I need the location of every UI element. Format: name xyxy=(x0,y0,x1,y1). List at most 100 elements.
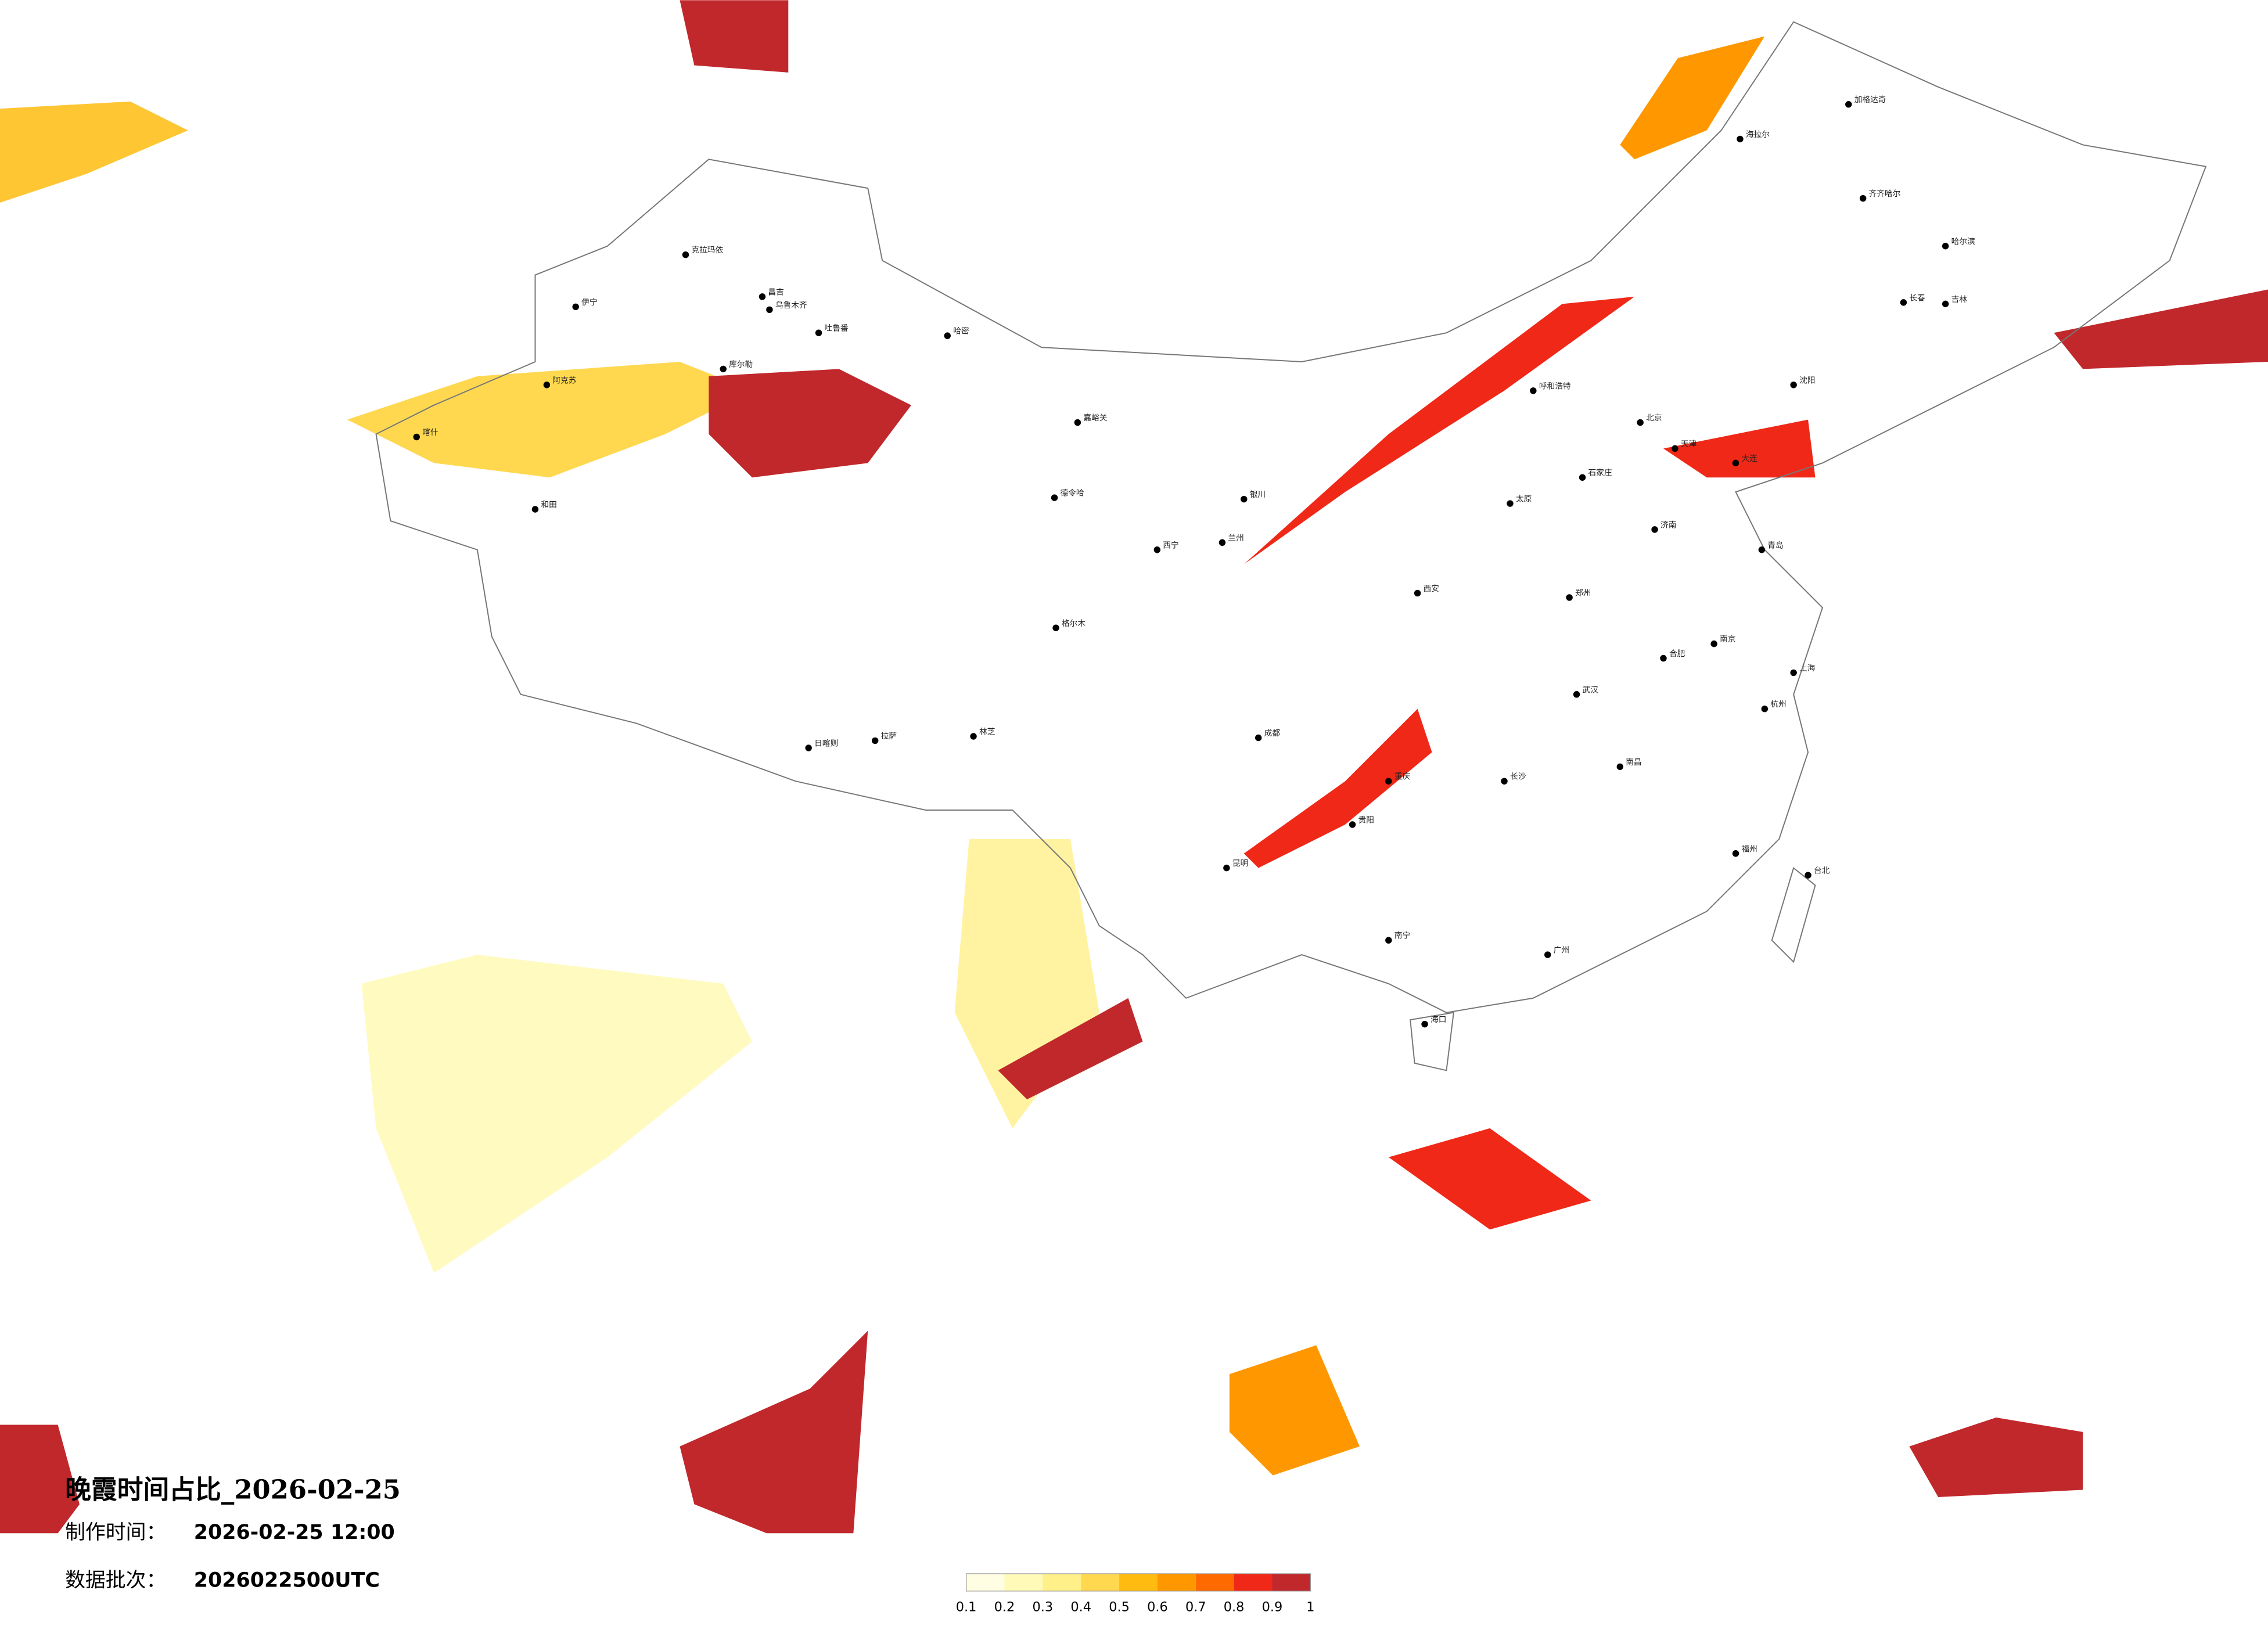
city-label: 北京 xyxy=(1646,413,1662,423)
city-label: 长沙 xyxy=(1510,772,1526,782)
city-label: 哈尔滨 xyxy=(1951,237,1975,246)
city-dot xyxy=(1579,474,1586,481)
city-dot xyxy=(1790,669,1797,677)
city-dot xyxy=(682,251,689,258)
city-dot xyxy=(871,737,879,744)
city-label: 合肥 xyxy=(1669,649,1685,659)
city-dot xyxy=(1732,459,1739,467)
city-label: 喀什 xyxy=(422,428,438,437)
colorbar-tick-label: 0.2 xyxy=(994,1600,1015,1615)
city-label: 海拉尔 xyxy=(1746,130,1770,139)
colorbar-tick-label: 1 xyxy=(1306,1600,1314,1615)
city-dot xyxy=(1573,691,1580,698)
colorbar-tick-label: 0.4 xyxy=(1070,1600,1091,1615)
city-dot xyxy=(815,329,822,336)
city-label: 加格达奇 xyxy=(1854,95,1886,105)
city-dot xyxy=(1052,624,1059,631)
city-label: 西宁 xyxy=(1163,540,1178,550)
city-label: 杭州 xyxy=(1770,700,1786,709)
city-dot xyxy=(1732,850,1739,857)
city-dot xyxy=(759,293,766,300)
colorbar-swatch xyxy=(1081,1573,1120,1591)
info-value: 2026-02-25 12:00 xyxy=(194,1521,395,1544)
city-dot xyxy=(1942,300,1949,308)
colorbar: 0.1 0.2 0.3 0.4 0.5 0.6 0.7 0.8 0.9 1 xyxy=(956,1573,1314,1615)
city-dot xyxy=(1637,419,1644,426)
city-label: 西安 xyxy=(1424,584,1439,593)
colorbar-tick-label: 0.7 xyxy=(1185,1600,1206,1615)
city-label: 阿克苏 xyxy=(552,376,576,385)
city-dot xyxy=(1153,546,1161,553)
city-label: 伊宁 xyxy=(581,297,597,307)
colorbar-swatch xyxy=(1234,1573,1273,1591)
city-label: 南京 xyxy=(1720,635,1735,644)
city-dot xyxy=(1074,419,1081,426)
city-label: 沈阳 xyxy=(1799,376,1815,385)
city-label: 齐齐哈尔 xyxy=(1869,189,1901,199)
city-dot xyxy=(1566,594,1573,601)
city-label: 拉萨 xyxy=(881,732,897,741)
hainan-outline xyxy=(1410,1012,1455,1071)
city-dot xyxy=(1530,387,1537,394)
colorbar-tick-label: 0.3 xyxy=(1033,1600,1054,1615)
colorbar-swatch xyxy=(1195,1573,1234,1591)
city-dot xyxy=(543,382,551,388)
city-dot xyxy=(1241,495,1248,503)
city-dot xyxy=(1501,778,1508,785)
city-label: 重庆 xyxy=(1394,772,1411,782)
city-dot xyxy=(572,303,579,311)
city-label: 日喀则 xyxy=(814,739,838,748)
city-dot xyxy=(1051,494,1058,501)
taiwan-outline xyxy=(1771,866,1816,963)
city-label: 石家庄 xyxy=(1588,468,1612,478)
city-label: 贵阳 xyxy=(1358,815,1374,825)
city-label: 吉林 xyxy=(1951,295,1968,304)
city-dot xyxy=(1414,589,1421,597)
colorbar-tick-label: 0.9 xyxy=(1262,1600,1283,1615)
city-dot xyxy=(1805,872,1811,879)
city-dot xyxy=(1385,937,1392,944)
colorbar-tick-label: 0.5 xyxy=(1109,1600,1130,1615)
city-label: 郑州 xyxy=(1575,588,1591,598)
city-label: 上海 xyxy=(1799,664,1816,673)
city-label: 大连 xyxy=(1741,454,1757,463)
city-dot xyxy=(1845,100,1852,108)
colorbar-swatch xyxy=(1157,1573,1196,1591)
city-label: 天津 xyxy=(1681,440,1697,449)
city-dot xyxy=(1421,1020,1428,1028)
info-value: 2026022500UTC xyxy=(194,1569,380,1592)
city-dot xyxy=(1672,445,1678,452)
city-label: 广州 xyxy=(1554,946,1569,955)
city-dot xyxy=(1790,382,1797,388)
city-label: 呼和浩特 xyxy=(1539,382,1571,391)
city-dot xyxy=(720,365,727,373)
colorbar-swatch xyxy=(1119,1573,1158,1591)
city-label: 乌鲁木齐 xyxy=(775,301,807,310)
colorbar-tick-label: 0.8 xyxy=(1224,1600,1245,1615)
city-label: 南昌 xyxy=(1626,758,1641,767)
city-dot xyxy=(1544,951,1551,958)
city-label: 德令哈 xyxy=(1060,489,1084,498)
info-label: 制作时间： xyxy=(65,1521,166,1544)
colorbar-swatch xyxy=(1004,1573,1043,1591)
city-dot xyxy=(1758,546,1766,553)
city-dot xyxy=(531,506,539,513)
city-label: 台北 xyxy=(1814,866,1830,876)
city-dot xyxy=(1710,640,1717,647)
colorbar-tick-label: 0.1 xyxy=(956,1600,977,1615)
city-dot xyxy=(805,744,812,751)
city-dot xyxy=(1223,864,1230,872)
city-dot xyxy=(1761,705,1769,713)
city-dot xyxy=(1737,135,1744,143)
city-dot xyxy=(1651,526,1658,533)
city-label: 南宁 xyxy=(1394,931,1410,941)
city-dot xyxy=(1385,778,1392,785)
city-dot xyxy=(970,733,977,740)
city-dot xyxy=(413,433,420,441)
city-label: 昆明 xyxy=(1232,859,1248,868)
city-dot xyxy=(1942,243,1949,250)
city-dot xyxy=(1616,763,1624,771)
